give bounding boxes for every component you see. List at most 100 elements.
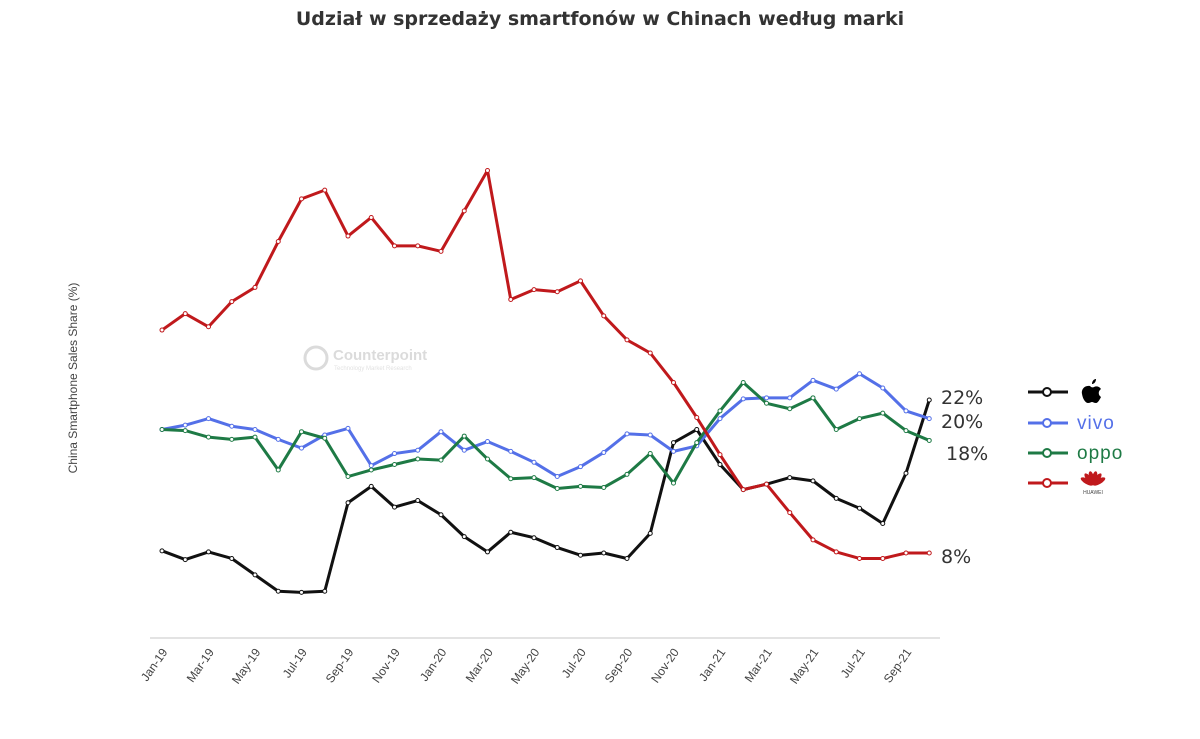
data-point <box>461 433 467 439</box>
data-point <box>485 549 490 555</box>
data-point <box>554 289 560 295</box>
legend-item-vivo: vivo <box>1028 413 1114 434</box>
data-point <box>461 208 467 214</box>
data-point <box>926 397 932 403</box>
data-point <box>368 214 374 220</box>
data-point <box>368 483 374 489</box>
data-point <box>252 284 258 290</box>
x-tick-label: May-21 <box>787 645 822 686</box>
data-point <box>578 278 583 284</box>
series-line <box>161 168 930 560</box>
data-point <box>275 239 281 245</box>
series-oppo <box>159 380 932 492</box>
data-point <box>415 456 421 462</box>
data-point <box>275 588 281 594</box>
x-tick-label: Nov-20 <box>648 645 682 685</box>
data-point <box>926 416 932 422</box>
data-point <box>508 296 514 302</box>
x-tick-label: Sep-20 <box>602 645 636 685</box>
data-point <box>531 535 537 541</box>
data-point <box>531 459 537 465</box>
data-point <box>322 588 328 594</box>
data-point <box>275 467 281 473</box>
data-point <box>787 406 793 412</box>
data-point <box>810 395 816 401</box>
legend-item-huawei: HUAWEI <box>1028 471 1106 496</box>
x-tick-label: Jan-20 <box>417 645 450 683</box>
data-point <box>485 439 490 445</box>
data-point <box>275 436 281 442</box>
data-point <box>206 416 211 422</box>
data-point <box>206 549 211 555</box>
data-point <box>624 431 630 437</box>
apple-logo-icon <box>1081 379 1101 403</box>
data-point <box>415 447 421 453</box>
data-point <box>926 437 932 443</box>
watermark-tagline: Technology Market Research <box>334 366 412 372</box>
x-tick-label: Mar-21 <box>742 645 775 684</box>
data-point <box>299 429 304 435</box>
huawei-logo-icon <box>1080 471 1106 486</box>
data-point <box>252 427 258 433</box>
data-point <box>299 589 304 595</box>
data-point <box>857 371 862 377</box>
data-point <box>415 243 421 249</box>
data-point <box>671 480 676 486</box>
data-point <box>554 545 560 551</box>
data-point <box>461 447 467 453</box>
data-point <box>229 555 235 561</box>
data-point <box>647 530 653 536</box>
data-point <box>647 432 653 438</box>
data-point <box>926 550 932 556</box>
data-point <box>694 427 700 433</box>
data-point <box>392 451 397 457</box>
data-point <box>601 449 607 455</box>
data-point <box>903 428 909 434</box>
data-point <box>764 400 769 406</box>
data-point <box>322 435 328 441</box>
data-point <box>508 476 514 482</box>
data-point <box>833 495 839 501</box>
x-tick-label: Jul-21 <box>838 645 868 680</box>
x-tick-label: Jan-19 <box>138 645 171 683</box>
data-point <box>485 167 490 173</box>
data-point <box>182 311 188 317</box>
data-point <box>368 463 374 469</box>
legend-label: oppo <box>1077 443 1123 464</box>
data-point <box>903 470 909 476</box>
data-point <box>717 461 723 467</box>
data-point <box>833 427 839 433</box>
data-point <box>903 550 909 556</box>
data-point <box>740 380 746 386</box>
x-tick-label: Nov-19 <box>369 645 403 685</box>
end-value-label: 20% <box>941 411 983 433</box>
data-point <box>182 422 188 428</box>
data-point <box>159 327 165 333</box>
data-point <box>717 452 723 458</box>
data-point <box>461 534 467 540</box>
data-point <box>671 380 676 386</box>
data-point <box>671 448 676 454</box>
data-point <box>159 548 165 554</box>
legend-item-apple <box>1028 379 1101 403</box>
data-point <box>717 416 723 422</box>
data-point <box>880 410 886 416</box>
data-point <box>624 555 630 561</box>
data-point <box>694 440 700 446</box>
chart-title: Udział w sprzedaży smartfonów w Chinach … <box>295 8 905 30</box>
x-tick-label: Jul-20 <box>559 645 589 680</box>
series-line <box>161 372 930 479</box>
data-point <box>903 408 909 414</box>
data-point <box>299 196 304 202</box>
data-point <box>229 436 235 442</box>
data-point <box>345 425 351 431</box>
data-point <box>880 385 886 391</box>
data-point <box>554 474 560 480</box>
series-vivo <box>159 371 932 480</box>
data-point <box>322 187 328 193</box>
data-point <box>554 486 560 492</box>
data-point <box>787 475 793 481</box>
data-point <box>415 498 421 504</box>
data-point <box>578 552 583 558</box>
data-point <box>578 483 583 489</box>
